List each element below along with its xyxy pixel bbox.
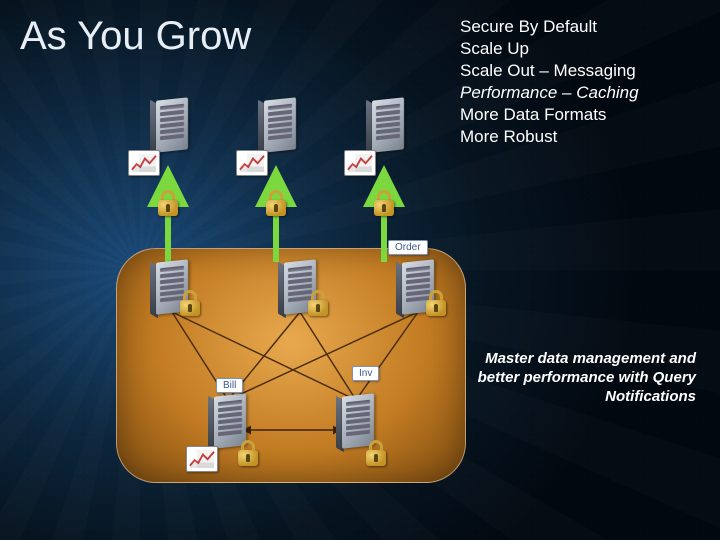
tag-bill: Bill <box>216 378 243 393</box>
chart-icon <box>236 150 268 176</box>
lock-icon <box>158 190 178 216</box>
lock-icon <box>374 190 394 216</box>
chart-icon <box>128 150 160 176</box>
bullet-item: Scale Out – Messaging <box>460 60 639 82</box>
bullet-item: More Robust <box>460 126 639 148</box>
tag-inv: Inv <box>352 366 379 381</box>
tag-order: Order <box>388 240 428 255</box>
lock-icon <box>366 440 386 466</box>
top-server-icon <box>258 96 300 154</box>
chart-icon <box>344 150 376 176</box>
top-server-icon <box>150 96 192 154</box>
bullet-item: Scale Up <box>460 38 639 60</box>
bullet-item: Secure By Default <box>460 16 639 38</box>
lock-icon <box>180 290 200 316</box>
page-title: As You Grow <box>20 14 251 59</box>
bullet-item: Performance – Caching <box>460 82 639 104</box>
bullet-list: Secure By DefaultScale UpScale Out – Mes… <box>460 16 639 149</box>
lock-icon <box>308 290 328 316</box>
chart-icon <box>186 446 218 472</box>
bullet-item: More Data Formats <box>460 104 639 126</box>
lock-icon <box>266 190 286 216</box>
lock-icon <box>238 440 258 466</box>
callout-text: Master data management and better perfor… <box>471 350 696 406</box>
lock-icon <box>426 290 446 316</box>
top-server-icon <box>366 96 408 154</box>
